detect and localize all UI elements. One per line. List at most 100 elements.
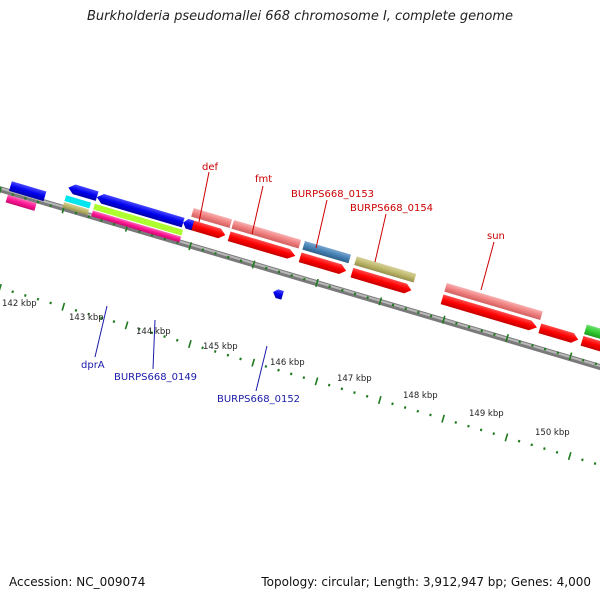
minor-tick bbox=[365, 394, 369, 398]
minor-tick bbox=[239, 259, 243, 263]
cds-arrow[interactable] bbox=[227, 231, 297, 260]
major-tick bbox=[0, 186, 2, 194]
label-def: def bbox=[202, 162, 219, 173]
minor-tick bbox=[556, 351, 560, 355]
cds-arrow[interactable] bbox=[187, 219, 226, 240]
major-tick bbox=[378, 297, 383, 306]
minor-tick bbox=[24, 294, 27, 297]
major-tick bbox=[188, 339, 192, 349]
gene-burps668-0154-feature[interactable] bbox=[354, 256, 417, 283]
tick-label: 149 kbp bbox=[469, 409, 504, 419]
cds-arrow[interactable] bbox=[580, 335, 600, 363]
reverse-strand-genes bbox=[5, 181, 284, 300]
minor-tick bbox=[543, 347, 547, 351]
minor-tick bbox=[112, 222, 116, 226]
minor-tick bbox=[264, 266, 268, 270]
red-leader-lines bbox=[198, 171, 495, 291]
minor-tick bbox=[581, 358, 585, 362]
label-burps668-0152: BURPS668_0152 bbox=[217, 394, 300, 405]
minor-tick bbox=[479, 428, 483, 432]
blue-leader-lines bbox=[94, 305, 268, 392]
burps668-0149-feature[interactable] bbox=[91, 210, 182, 243]
major-tick bbox=[0, 283, 2, 291]
minor-tick bbox=[404, 307, 407, 311]
minor-tick bbox=[429, 413, 432, 417]
minor-tick bbox=[391, 402, 394, 406]
minor-tick bbox=[454, 421, 458, 424]
gene-def-feature[interactable] bbox=[191, 208, 233, 229]
major-tick bbox=[251, 260, 256, 269]
gene-fmt-feature[interactable] bbox=[231, 219, 302, 249]
minor-tick bbox=[264, 364, 268, 368]
minor-tick bbox=[36, 297, 40, 301]
minor-tick bbox=[531, 343, 534, 347]
map-title: Burkholderia pseudomallei 668 chromosome… bbox=[86, 9, 514, 24]
summary-text: Topology: circular; Length: 3,912,947 bp… bbox=[261, 575, 591, 589]
major-tick bbox=[504, 433, 509, 442]
minor-tick bbox=[11, 290, 14, 294]
green-gene-feature[interactable] bbox=[584, 324, 600, 352]
major-tick bbox=[314, 377, 319, 386]
blue-gene-arrow[interactable] bbox=[95, 192, 185, 228]
minor-tick bbox=[429, 314, 433, 318]
minor-tick bbox=[213, 350, 217, 353]
blue-gene-arrow[interactable] bbox=[67, 183, 99, 201]
minor-tick bbox=[138, 230, 141, 233]
minor-tick bbox=[99, 316, 103, 320]
minor-tick bbox=[417, 310, 420, 314]
tick-label: 150 kbp bbox=[535, 428, 570, 438]
tick-label: 146 kbp bbox=[270, 358, 305, 368]
minor-tick bbox=[49, 204, 53, 208]
minor-tick bbox=[175, 338, 179, 342]
minor-tick bbox=[391, 303, 395, 307]
minor-tick bbox=[290, 274, 293, 277]
khaki-gene-feature[interactable] bbox=[62, 201, 90, 216]
cds-arrow[interactable] bbox=[350, 267, 412, 295]
minor-tick bbox=[74, 308, 78, 312]
minor-tick bbox=[226, 353, 230, 357]
tick-label: 142 kbp bbox=[2, 299, 37, 309]
minor-tick bbox=[581, 458, 584, 462]
blue-gene-arrow[interactable] bbox=[9, 181, 47, 202]
gene-burps668-0153-feature[interactable] bbox=[302, 240, 351, 264]
minor-tick bbox=[341, 288, 344, 292]
cds-arrow[interactable] bbox=[298, 252, 348, 275]
minor-tick bbox=[150, 331, 154, 335]
magenta-gene-feature[interactable] bbox=[5, 194, 37, 211]
label-burps668-0153: BURPS668_0153 bbox=[291, 189, 374, 200]
minor-tick bbox=[87, 312, 90, 316]
minor-tick bbox=[593, 462, 597, 465]
tick-label: 145 kbp bbox=[203, 342, 238, 352]
major-tick bbox=[441, 414, 446, 423]
minor-tick bbox=[543, 447, 546, 451]
minor-tick bbox=[24, 196, 27, 200]
minor-tick bbox=[36, 200, 40, 204]
minor-tick bbox=[11, 193, 14, 197]
minor-tick bbox=[467, 325, 471, 329]
dpra-feature[interactable] bbox=[93, 203, 184, 236]
cds-arrow[interactable] bbox=[440, 294, 539, 333]
major-tick bbox=[377, 395, 382, 405]
minor-tick bbox=[302, 376, 306, 380]
blue-gene-small[interactable] bbox=[182, 218, 195, 231]
minor-tick bbox=[353, 391, 356, 395]
minor-tick bbox=[302, 277, 306, 281]
minor-tick bbox=[340, 387, 344, 391]
minor-tick bbox=[328, 285, 331, 289]
tick-row-lower bbox=[0, 283, 597, 465]
minor-tick bbox=[455, 321, 458, 325]
gene-sun-feature[interactable] bbox=[444, 283, 543, 321]
burps668-0152-feature[interactable] bbox=[272, 288, 284, 300]
label-sun: sun bbox=[487, 231, 505, 242]
minor-tick bbox=[49, 301, 52, 305]
minor-tick bbox=[366, 296, 369, 300]
major-tick bbox=[61, 302, 66, 311]
minor-tick bbox=[530, 443, 534, 447]
cds-arrow[interactable] bbox=[538, 323, 579, 344]
cyan-gene-feature[interactable] bbox=[64, 195, 92, 209]
minor-tick bbox=[594, 362, 598, 366]
minor-tick bbox=[327, 383, 331, 387]
minor-tick bbox=[201, 248, 205, 252]
label-dpra: dprA bbox=[81, 360, 105, 371]
